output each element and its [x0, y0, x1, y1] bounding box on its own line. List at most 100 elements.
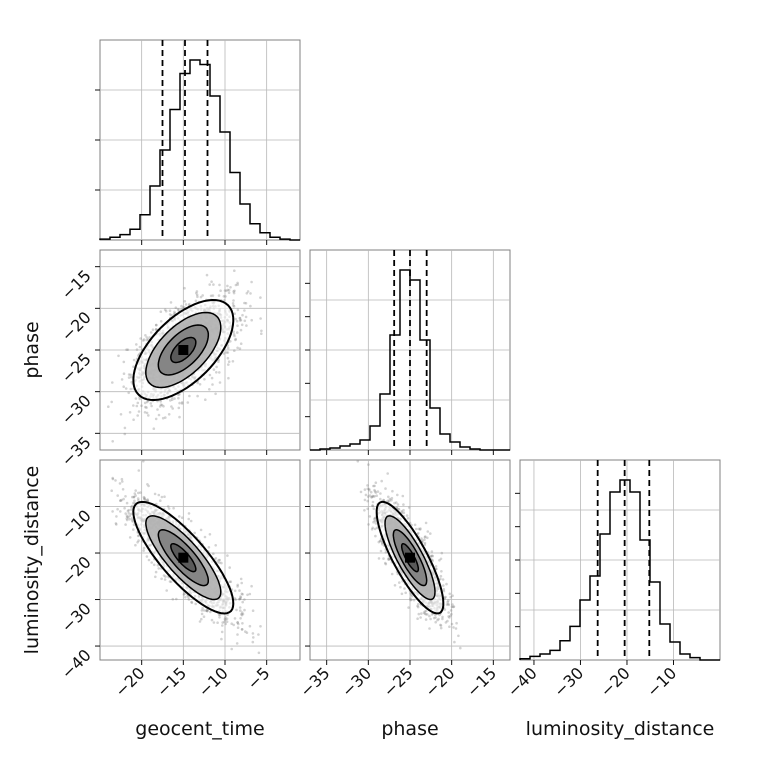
scatter-point: [223, 617, 227, 621]
scatter-point: [144, 405, 147, 409]
scatter-point: [234, 337, 237, 341]
scatter-point: [369, 490, 373, 494]
scatter-point: [147, 558, 151, 562]
scatter-point: [134, 494, 137, 497]
scatter-point: [217, 613, 221, 617]
scatter-point: [124, 512, 127, 515]
scatter-point: [449, 614, 452, 618]
scatter-point: [136, 497, 140, 500]
scatter-point: [131, 519, 134, 522]
scatter-point: [236, 346, 239, 350]
scatter-point: [220, 630, 224, 634]
scatter-point: [444, 621, 448, 624]
scatter-point: [127, 516, 130, 519]
scatter-point: [122, 497, 125, 501]
scatter-point: [412, 598, 416, 602]
scatter-point: [219, 289, 222, 293]
scatter-point: [241, 600, 244, 604]
scatter-point: [131, 520, 135, 523]
scatter-point: [194, 602, 197, 606]
scatter-point: [127, 376, 131, 379]
scatter-point: [221, 621, 224, 624]
scatter-point: [172, 506, 175, 510]
scatter-point: [227, 363, 230, 366]
scatter-point: [127, 512, 131, 515]
scatter-point: [401, 494, 405, 498]
scatter-point: [240, 611, 244, 614]
grid-lines: [100, 460, 300, 660]
scatter-point: [387, 557, 390, 561]
scatter-point: [459, 646, 462, 650]
scatter-point: [388, 497, 392, 501]
scatter-point: [130, 505, 133, 509]
scatter-point: [139, 337, 142, 340]
scatter-point: [111, 440, 114, 443]
scatter-point: [373, 484, 376, 488]
scatter-point: [162, 405, 165, 408]
scatter-point: [439, 623, 442, 627]
scatter-point: [232, 305, 236, 308]
scatter-point: [239, 577, 243, 581]
scatter-point: [218, 283, 221, 287]
x-axis-label-luminosity-distance: luminosity_distance: [526, 718, 715, 740]
scatter-point: [147, 414, 150, 417]
scatter-point: [455, 621, 458, 625]
scatter-point: [114, 479, 117, 482]
scatter-point: [370, 495, 374, 499]
scatter-point: [142, 495, 146, 499]
scatter-point: [243, 301, 246, 305]
scatter-point: [128, 536, 132, 539]
scatter-point: [238, 589, 241, 592]
scatter-point: [420, 537, 423, 540]
scatter-point: [178, 415, 181, 419]
scatter-point: [218, 561, 221, 564]
scatter-point: [373, 516, 377, 520]
scatter-point: [229, 340, 232, 343]
scatter-point: [145, 338, 148, 342]
scatter-point: [144, 334, 147, 337]
scatter-point: [435, 567, 438, 571]
scatter-point: [448, 616, 451, 619]
scatter-point: [356, 460, 360, 463]
histogram-step-luminosity_distance: [519, 479, 720, 661]
scatter-point: [178, 401, 181, 405]
scatter-point: [115, 515, 118, 518]
scatter-point: [400, 592, 404, 596]
scatter-point: [159, 403, 163, 407]
scatter-point: [154, 328, 158, 331]
scatter-point: [240, 581, 243, 585]
scatter-point: [236, 621, 239, 624]
scatter-point: [210, 280, 213, 284]
scatter-point: [233, 334, 236, 338]
scatter-point: [374, 522, 378, 525]
scatter-point: [226, 356, 230, 360]
scatter-point: [159, 310, 163, 314]
scatter-point: [199, 295, 203, 299]
scatter-point: [238, 597, 242, 601]
scatter-point: [225, 351, 228, 354]
histogram-step-geocent_time: [99, 59, 300, 241]
scatter-point: [239, 596, 243, 599]
scatter-point: [208, 373, 212, 377]
scatter-point: [423, 543, 427, 547]
scatter-point: [429, 617, 432, 621]
scatter-point: [204, 609, 208, 612]
scatter-point: [364, 493, 368, 497]
scatter-point: [209, 294, 213, 298]
scatter-point: [250, 318, 253, 322]
scatter-point: [163, 308, 167, 312]
scatter-point: [137, 539, 140, 542]
scatter-point: [220, 637, 223, 641]
scatter-point: [115, 523, 118, 526]
scatter-point: [236, 583, 239, 587]
scatter-point: [132, 358, 136, 362]
scatter-point: [378, 539, 382, 543]
scatter-point: [260, 329, 263, 333]
scatter-point: [366, 507, 370, 511]
scatter-point: [201, 606, 204, 610]
scatter-point: [177, 396, 180, 400]
scatter-point: [224, 618, 227, 622]
y-axis-label-luminosity-distance: luminosity_distance: [21, 466, 43, 655]
scatter-point: [222, 352, 226, 355]
scatter-point: [117, 354, 120, 358]
